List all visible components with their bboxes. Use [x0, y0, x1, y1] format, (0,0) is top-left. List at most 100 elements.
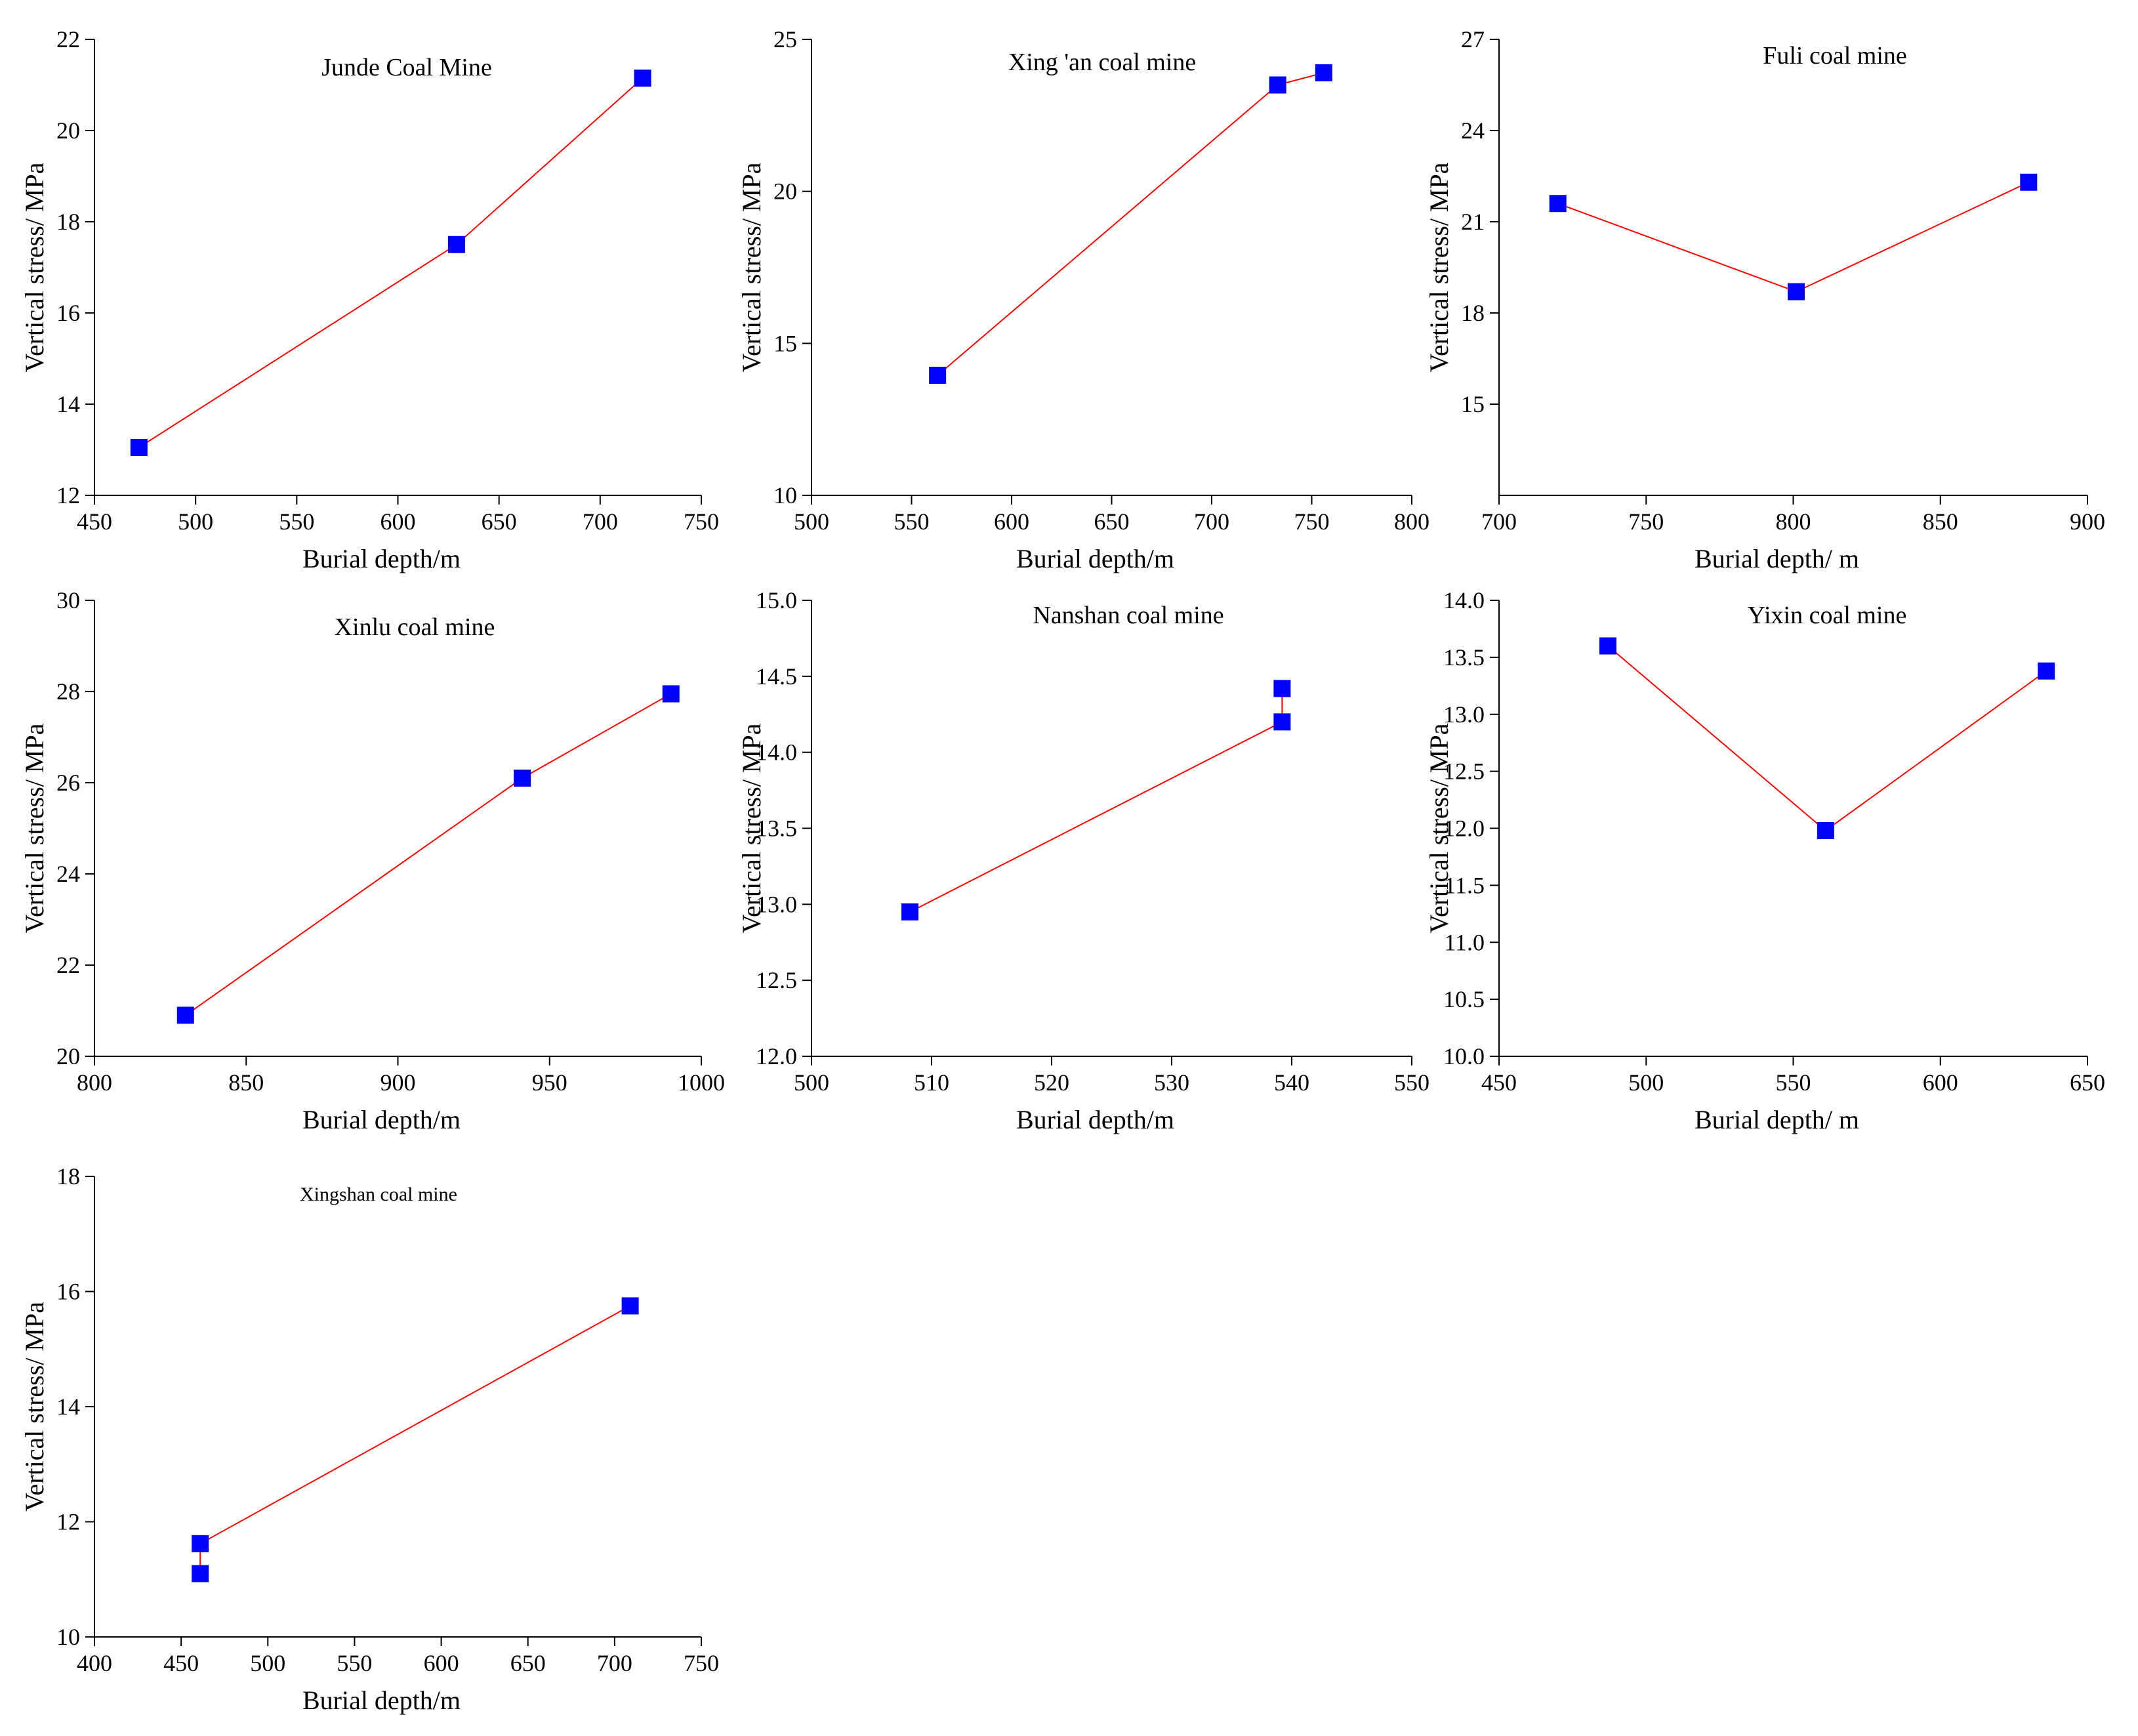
x-tick-label: 510: [914, 1069, 949, 1096]
x-tick-label: 550: [1776, 1069, 1811, 1096]
series-line: [185, 693, 672, 1016]
x-tick-label: 500: [794, 508, 829, 535]
y-tick-label: 16: [56, 300, 80, 326]
y-tick-label: 13.0: [756, 891, 797, 917]
series-line: [937, 72, 1325, 376]
chart-title: Yixin coal mine: [1748, 602, 1907, 629]
data-point: [621, 1297, 639, 1315]
y-tick-label: 27: [1461, 26, 1485, 52]
chart-fuli: 700 750 800 850 900 15 18 21 24 27 Burial depth/ m…: [1424, 26, 2105, 573]
x-tick-label: 900: [2070, 508, 2105, 535]
chart-title: Xingshan coal mine: [300, 1184, 457, 1205]
y-tick-label: 14: [56, 391, 80, 417]
x-tick-label: 600: [424, 1650, 459, 1676]
x-axis-title: Burial depth/ m: [1695, 1105, 1859, 1134]
y-tick-label: 18: [56, 1163, 80, 1189]
data-point: [176, 1006, 194, 1024]
series-line: [199, 1305, 631, 1574]
data-point: [1273, 680, 1291, 697]
series-line: [138, 77, 644, 448]
x-tick-label: 650: [2070, 1069, 2105, 1096]
y-axis-title: Vertical stress/ MPa: [1424, 162, 1454, 372]
chart-title: Junde Coal Mine: [321, 54, 492, 81]
data-point: [192, 1535, 209, 1552]
y-tick-label: 22: [56, 952, 80, 978]
data-point: [192, 1565, 209, 1582]
y-tick-label: 25: [773, 26, 797, 52]
x-tick-label: 550: [337, 1650, 372, 1676]
x-tick-label: 550: [894, 508, 930, 535]
x-tick-label: 750: [1628, 508, 1664, 535]
data-point: [2038, 662, 2055, 680]
y-tick-label: 21: [1461, 209, 1485, 235]
data-point: [2020, 173, 2038, 191]
chart-nanshan: 500 510 520 530 540 550 12.0 12.5 13.0 13.5 14.0 14…: [737, 587, 1429, 1134]
x-tick-label: 700: [1481, 508, 1517, 535]
y-tick-label: 12: [56, 482, 80, 508]
y-tick-label: 26: [56, 770, 80, 796]
x-tick-label: 850: [1923, 508, 1958, 535]
x-axis-title: Burial depth/m: [302, 1685, 461, 1715]
y-tick-label: 18: [56, 209, 80, 235]
y-tick-label: 16: [56, 1279, 80, 1305]
y-tick-label: 12.5: [756, 967, 797, 993]
y-axis-title: Vertical stress/ MPa: [20, 1302, 49, 1512]
x-tick-label: 800: [1776, 508, 1811, 535]
y-tick-label: 18: [1461, 300, 1485, 326]
y-tick-label: 24: [1461, 117, 1485, 144]
y-axis-title: Vertical stress/ MPa: [737, 723, 766, 933]
x-axis-title: Burial depth/ m: [1695, 544, 1859, 573]
x-tick-label: 500: [1628, 1069, 1664, 1096]
x-tick-label: 450: [163, 1650, 199, 1676]
y-tick-label: 12: [56, 1509, 80, 1535]
x-axis-title: Burial depth/m: [1016, 1105, 1174, 1134]
x-tick-label: 600: [1923, 1069, 1958, 1096]
data-point: [662, 685, 680, 703]
x-tick-label: 700: [597, 1650, 632, 1676]
data-point: [1273, 713, 1291, 731]
x-tick-label: 950: [532, 1069, 567, 1096]
x-tick-label: 800: [1394, 508, 1429, 535]
data-point: [1549, 195, 1567, 213]
x-axis-title: Burial depth/m: [302, 544, 461, 573]
x-tick-label: 650: [1094, 508, 1130, 535]
x-tick-label: 650: [482, 508, 517, 535]
data-point: [1817, 821, 1834, 839]
data-point: [447, 236, 465, 253]
y-tick-label: 20: [56, 1043, 80, 1069]
data-point: [1787, 283, 1805, 300]
x-tick-label: 700: [583, 508, 618, 535]
data-point: [929, 366, 947, 384]
x-tick-label: 530: [1154, 1069, 1189, 1096]
x-tick-label: 750: [1294, 508, 1330, 535]
x-tick-label: 500: [178, 508, 213, 535]
x-tick-label: 540: [1274, 1069, 1309, 1096]
data-point: [1315, 64, 1332, 81]
x-tick-label: 600: [994, 508, 1029, 535]
x-tick-label: 1000: [678, 1069, 725, 1096]
chart-junde: 450 500 550 600 650 700 750 12 14 16 18 20 22 Burial …: [20, 26, 719, 573]
data-point: [634, 70, 651, 87]
x-tick-label: 500: [250, 1650, 285, 1676]
data-point: [901, 903, 919, 920]
data-point: [1269, 76, 1286, 94]
y-tick-label: 30: [56, 587, 80, 613]
y-tick-label: 22: [56, 26, 80, 52]
y-tick-label: 10.0: [1443, 1043, 1485, 1069]
y-tick-label: 14.0: [1443, 587, 1485, 613]
x-axis-title: Burial depth/m: [1016, 544, 1174, 573]
chart-xingshan: 400 450 500 550 600 650 700 750 10 12 14 16 18 Burial…: [20, 1163, 719, 1715]
x-tick-label: 700: [1194, 508, 1229, 535]
y-axis-title: Vertical stress/ MPa: [20, 723, 49, 933]
y-tick-label: 20: [773, 178, 797, 205]
y-tick-label: 12.0: [756, 1043, 797, 1069]
y-tick-label: 28: [56, 678, 80, 705]
y-tick-label: 10.5: [1443, 986, 1485, 1012]
y-tick-label: 15.0: [756, 587, 797, 613]
x-tick-label: 450: [77, 508, 112, 535]
chart-xinlu: 800 850 900 950 1000 20 22 24 26 28 30 Burial depth…: [20, 587, 725, 1134]
y-tick-label: 13.5: [756, 816, 797, 842]
y-tick-label: 15: [1461, 391, 1485, 417]
x-tick-label: 800: [77, 1069, 112, 1096]
